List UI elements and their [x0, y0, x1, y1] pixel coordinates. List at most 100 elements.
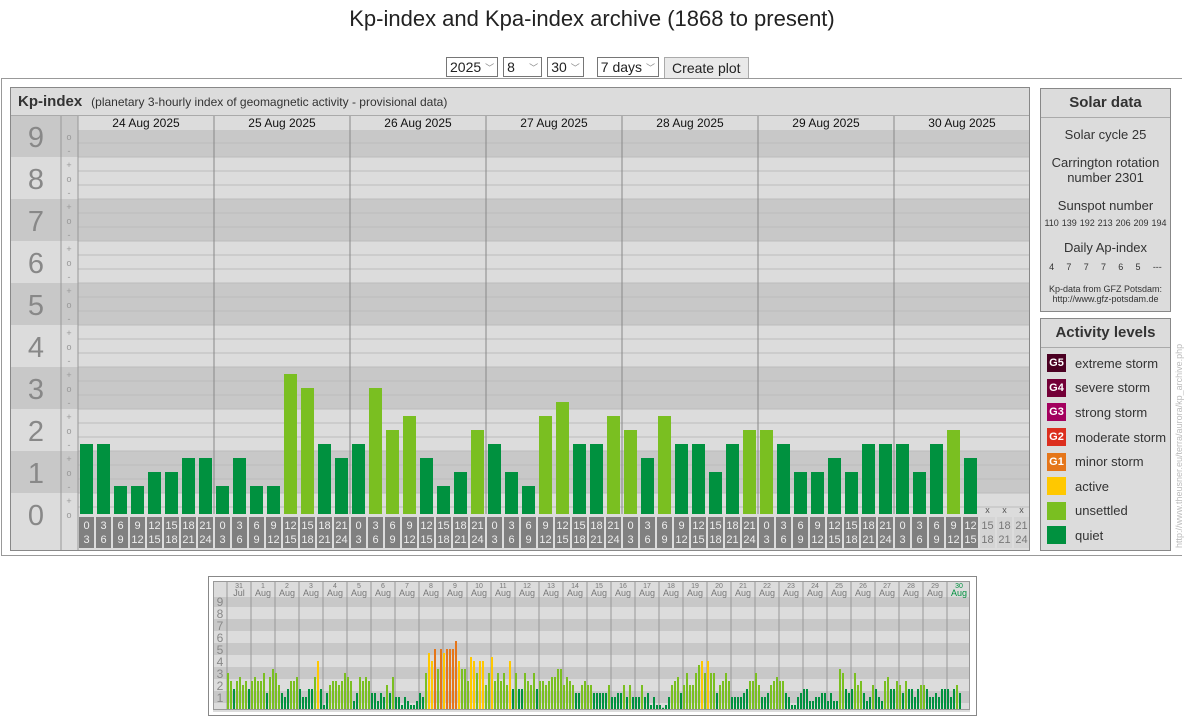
overview-bar — [635, 697, 637, 709]
overview-bar — [869, 697, 871, 709]
kp-bar — [352, 444, 365, 514]
interval-label: 18 — [573, 534, 585, 546]
interval-label: 21 — [318, 534, 330, 546]
carrington-number: number 2301 — [1067, 170, 1144, 185]
overview-bar — [542, 681, 544, 709]
interval-label: 18 — [182, 520, 194, 532]
interval-label-box — [963, 517, 978, 548]
kp-chart: 0 o +1 - o +2 - o +3 - o +4 - o +5 - o +6 - o +7 - o +8 - o +9 - o 24… — [11, 116, 1029, 550]
overview-bar — [920, 685, 922, 709]
overview-bar — [323, 705, 325, 709]
overview-bar — [239, 677, 241, 709]
overview-bar — [293, 681, 295, 709]
y-band-label-bg — [11, 241, 78, 283]
day-number: 24 — [811, 583, 819, 590]
span-select[interactable]: 7 days ﹀ — [596, 57, 660, 77]
interval-label-box — [759, 517, 774, 548]
interval-label: 3 — [899, 534, 905, 546]
y-subtick-label: - — [68, 188, 71, 198]
interval-label: 12 — [947, 534, 959, 546]
overview-bar — [863, 693, 865, 709]
kp-bar — [692, 444, 705, 514]
y-subtick-label: + — [66, 160, 71, 170]
interval-label: 24 — [335, 534, 347, 546]
y-tick-label: 0 — [28, 500, 44, 532]
overview-bar — [731, 697, 733, 709]
interval-label-box — [504, 517, 519, 548]
overview-bar — [446, 649, 448, 709]
overview-bar — [749, 681, 751, 709]
overview-bar — [356, 693, 358, 709]
overview-bar — [317, 661, 319, 709]
credit-url: http://www.gfz-potsdam.de — [1052, 294, 1159, 304]
y-subtick-label: + — [66, 244, 71, 254]
overview-bar — [521, 689, 523, 709]
overview-bar — [464, 669, 466, 709]
overview-bar — [461, 669, 463, 709]
overview-bar — [560, 669, 562, 709]
day-select[interactable]: 30 ﹀ — [547, 57, 584, 77]
interval-label-box — [351, 517, 366, 548]
sunspot-value: 110 — [1044, 218, 1059, 228]
year-select[interactable]: 2025 ﹀ — [446, 57, 499, 77]
kp-bar — [641, 458, 654, 514]
overview-bar — [611, 697, 613, 709]
interval-label: 6 — [525, 520, 531, 532]
interval-label: 9 — [389, 534, 395, 546]
overview-bar — [929, 697, 931, 709]
interval-label-box — [946, 517, 961, 548]
interval-label: 15 — [420, 534, 432, 546]
interval-label: 6 — [117, 520, 123, 532]
y-subtick-label: o — [66, 174, 71, 184]
interval-label-box — [623, 517, 638, 548]
overview-bar — [860, 681, 862, 709]
level-swatch: G5 — [1047, 354, 1066, 373]
overview-bar — [506, 685, 508, 709]
overview-bar — [266, 693, 268, 709]
y-band — [213, 667, 970, 679]
overview-bar — [845, 689, 847, 709]
interval-label: 12 — [420, 520, 432, 532]
overview-bar — [479, 661, 481, 709]
day-number: 16 — [619, 583, 627, 590]
overview-bar — [491, 657, 493, 709]
interval-label: 9 — [406, 520, 412, 532]
overview-bar — [608, 685, 610, 709]
y-subtick-label: + — [66, 454, 71, 464]
month-select[interactable]: 8 ﹀ — [503, 57, 543, 77]
kp-bar — [556, 402, 569, 514]
kp-bar — [913, 472, 926, 514]
overview-bar — [467, 681, 469, 709]
overview-bar — [932, 697, 934, 709]
interval-label-box — [419, 517, 434, 548]
month-label: Aug — [831, 588, 847, 598]
overview-bar — [710, 673, 712, 709]
interval-label: 9 — [814, 520, 820, 532]
interval-label: 18 — [165, 534, 177, 546]
overview-bar — [305, 697, 307, 709]
y-band-label-bg — [11, 157, 78, 199]
interval-label: 15 — [845, 520, 857, 532]
month-label: Aug — [927, 588, 943, 598]
interval-label: 9 — [661, 534, 667, 546]
overview-bar — [578, 693, 580, 709]
overview-bar — [740, 697, 742, 709]
interval-label: 6 — [389, 520, 395, 532]
overview-bar — [896, 681, 898, 709]
overview-bar — [353, 701, 355, 709]
overview-bar — [512, 689, 514, 709]
overview-bar — [473, 661, 475, 709]
sunspot-value: 213 — [1097, 218, 1113, 228]
missing-marker: x — [985, 505, 990, 515]
overview-bar — [440, 649, 442, 709]
overview-bar — [527, 681, 529, 709]
interval-label: 21 — [998, 534, 1010, 546]
overview-bar — [656, 705, 658, 709]
create-plot-button[interactable]: Create plot — [664, 57, 749, 79]
interval-label: 9 — [270, 520, 276, 532]
overview-bar — [785, 693, 787, 709]
overview-bar — [821, 693, 823, 709]
interval-label-box — [368, 517, 383, 548]
interval-label-box — [385, 517, 400, 548]
overview-bar — [500, 681, 502, 709]
